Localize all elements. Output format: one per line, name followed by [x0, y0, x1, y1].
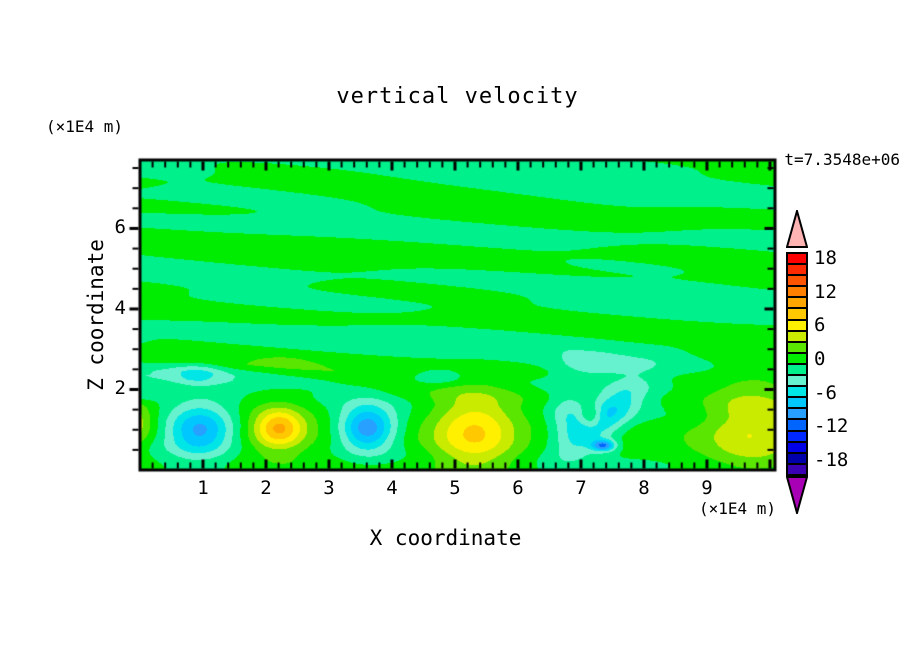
x-tick-label: 4 — [386, 477, 398, 499]
y-axis-unit-label: (×1E4 m) — [46, 117, 124, 136]
colorbar-band — [788, 351, 806, 363]
y-tick-label: 2 — [114, 377, 126, 400]
colorbar-band — [788, 374, 806, 386]
colorbar-band — [788, 451, 806, 463]
x-tick-label: 7 — [575, 477, 587, 499]
colorbar-bands — [786, 252, 808, 476]
x-tick-label: 3 — [323, 477, 335, 499]
x-tick-label: 8 — [638, 477, 650, 499]
colorbar-band — [788, 385, 806, 397]
colorbar-band — [788, 396, 806, 408]
contour-plot-canvas — [125, 150, 790, 485]
colorbar-band — [788, 407, 806, 419]
time-label: t=7.3548e+06 — [784, 150, 900, 169]
colorbar-band — [788, 254, 806, 264]
colorbar-tick-label: 6 — [814, 314, 826, 337]
x-tick-label: 6 — [512, 477, 524, 499]
colorbar-tick-label: 12 — [814, 280, 837, 303]
colorbar-band — [788, 340, 806, 352]
y-tick-label: 6 — [114, 216, 126, 239]
colorbar-tick-label: -18 — [814, 448, 849, 471]
colorbar-band — [788, 440, 806, 452]
colorbar-band — [788, 307, 806, 319]
colorbar-tick-label: 18 — [814, 247, 837, 270]
y-tick-label: 4 — [114, 296, 126, 319]
x-axis-title: X coordinate — [369, 526, 522, 550]
colorbar-tick-label: -12 — [814, 415, 849, 438]
colorbar-band — [788, 462, 806, 474]
colorbar — [785, 207, 809, 518]
colorbar-band — [788, 296, 806, 308]
colorbar-band — [788, 318, 806, 330]
colorbar-up-arrow — [785, 207, 809, 248]
colorbar-tick-label: 0 — [814, 348, 826, 370]
colorbar-tick-label: -6 — [814, 381, 837, 404]
colorbar-band — [788, 263, 806, 275]
x-tick-label: 1 — [197, 477, 209, 499]
colorbar-band — [788, 418, 806, 430]
x-axis-unit-label: (×1E4 m) — [698, 499, 776, 518]
colorbar-band — [788, 429, 806, 441]
colorbar-band — [788, 362, 806, 375]
colorbar-band — [788, 285, 806, 297]
colorbar-band — [788, 274, 806, 286]
colorbar-band — [788, 329, 806, 341]
colorbar-down-arrow — [785, 476, 809, 517]
x-tick-label: 2 — [260, 477, 272, 499]
x-tick-label: 9 — [701, 477, 713, 499]
x-tick-label: 5 — [449, 477, 461, 499]
plot-title: vertical velocity — [336, 84, 579, 109]
